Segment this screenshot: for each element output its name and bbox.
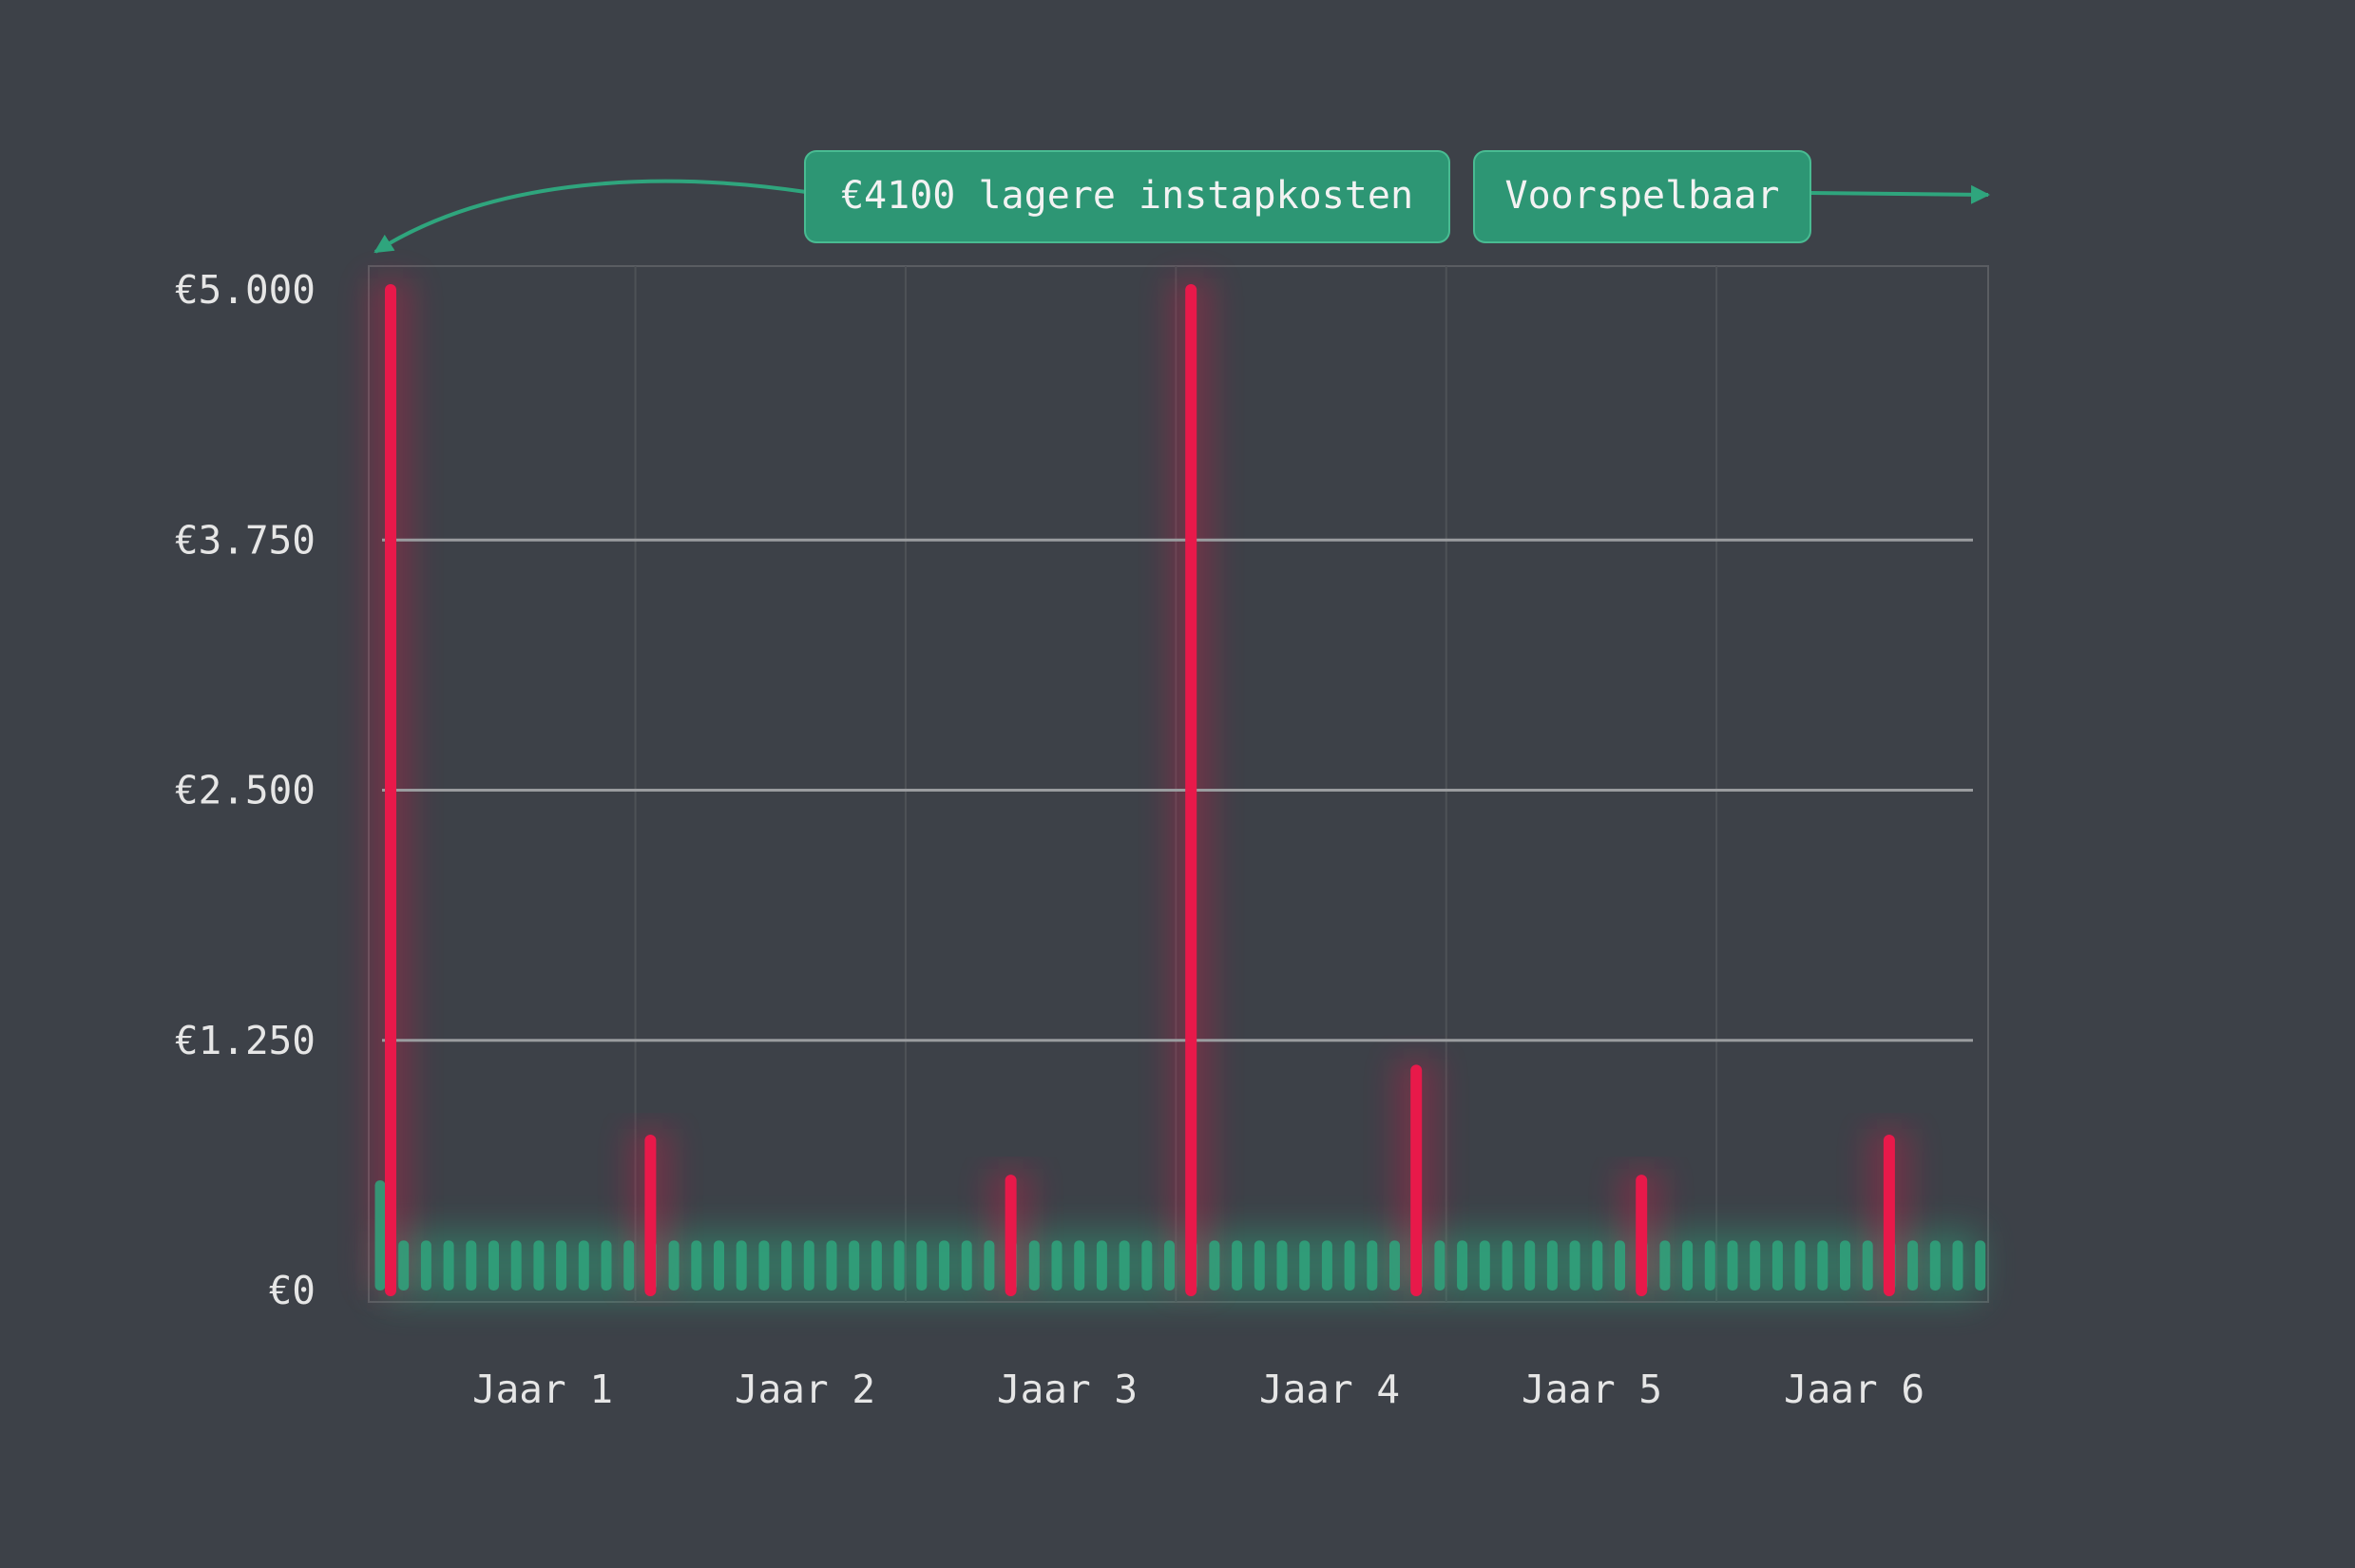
green-bar — [916, 1240, 928, 1291]
green-bar — [1704, 1240, 1715, 1291]
callout-lower-entry-cost: €4100 lagere instapkosten — [841, 174, 1413, 218]
green-bar — [1592, 1240, 1603, 1291]
green-bar — [1389, 1240, 1400, 1291]
x-tick-label: Jaar 1 — [472, 1367, 613, 1412]
green-bar — [803, 1240, 814, 1291]
green-bar — [374, 1180, 386, 1291]
green-bar — [1232, 1240, 1243, 1291]
green-bar — [1367, 1240, 1378, 1291]
green-bar — [1457, 1240, 1468, 1291]
green-bar — [961, 1240, 972, 1291]
y-tick-label: €2.500 — [175, 768, 316, 813]
green-bar — [1028, 1240, 1040, 1291]
green-bar — [443, 1240, 454, 1291]
green-bar — [1817, 1240, 1828, 1291]
green-bar — [1276, 1240, 1288, 1291]
green-bar — [510, 1240, 522, 1291]
x-tick-label: Jaar 4 — [1259, 1367, 1400, 1412]
green-bar — [939, 1240, 949, 1291]
green-bar — [533, 1240, 545, 1291]
green-bar — [1862, 1240, 1873, 1291]
green-bar — [1141, 1240, 1153, 1291]
right-arrow — [1809, 184, 1990, 204]
green-bar — [1794, 1240, 1806, 1291]
green-bar — [1321, 1240, 1332, 1291]
green-bar — [556, 1240, 567, 1291]
green-bar — [466, 1240, 477, 1291]
green-bar — [1929, 1240, 1941, 1291]
green-bar — [398, 1240, 410, 1291]
green-bar — [601, 1240, 612, 1291]
green-bar — [1771, 1240, 1783, 1291]
green-bar — [1502, 1240, 1513, 1291]
green-bar — [420, 1240, 431, 1291]
green-bar — [1682, 1240, 1694, 1291]
green-bar — [623, 1240, 635, 1291]
x-tick-label: Jaar 6 — [1784, 1367, 1924, 1412]
callout-lower-entry-cost-box — [804, 150, 1450, 243]
green-bar — [1434, 1240, 1446, 1291]
green-bar — [1479, 1240, 1490, 1291]
green-bar — [668, 1240, 680, 1291]
green-bar — [1727, 1240, 1738, 1291]
green-bar — [1096, 1240, 1107, 1291]
green-bar — [758, 1240, 770, 1291]
green-bar — [714, 1240, 724, 1291]
green-bar — [1164, 1240, 1175, 1291]
x-tick-label: Jaar 5 — [1522, 1367, 1662, 1412]
green-bar — [1299, 1240, 1311, 1291]
green-bar — [1975, 1240, 1986, 1291]
callout-predictable: Voorspelbaar — [1505, 174, 1780, 218]
y-tick-label: €1.250 — [175, 1018, 316, 1063]
green-bar — [488, 1240, 499, 1291]
green-bar — [1119, 1240, 1130, 1291]
left-arrow — [373, 179, 807, 254]
callout-predictable-box — [1473, 150, 1811, 243]
green-bar — [781, 1240, 793, 1291]
green-bar — [1546, 1240, 1558, 1291]
green-bar — [736, 1240, 747, 1291]
green-bar — [984, 1240, 995, 1291]
green-bar — [1051, 1240, 1063, 1291]
y-tick-label: €5.000 — [175, 267, 316, 313]
x-tick-label: Jaar 2 — [735, 1367, 875, 1412]
green-bar — [1952, 1240, 1963, 1291]
green-bar — [1840, 1240, 1850, 1291]
green-bar — [1659, 1240, 1671, 1291]
green-bar — [1209, 1240, 1220, 1291]
green-bar — [1615, 1240, 1625, 1291]
green-bar — [871, 1240, 882, 1291]
y-tick-label: €3.750 — [175, 517, 316, 563]
green-bar — [1254, 1240, 1265, 1291]
green-bar — [1907, 1240, 1919, 1291]
green-bar — [578, 1240, 589, 1291]
green-bar — [691, 1240, 702, 1291]
green-bar — [1344, 1240, 1355, 1291]
green-bar — [1569, 1240, 1580, 1291]
green-bar — [1074, 1240, 1085, 1291]
green-bar — [893, 1240, 905, 1291]
x-tick-label: Jaar 3 — [997, 1367, 1138, 1412]
green-bar — [849, 1240, 860, 1291]
green-bar — [826, 1240, 837, 1291]
green-bar — [1750, 1240, 1761, 1291]
green-bar — [1524, 1240, 1536, 1291]
y-tick-label: €0 — [269, 1268, 316, 1313]
